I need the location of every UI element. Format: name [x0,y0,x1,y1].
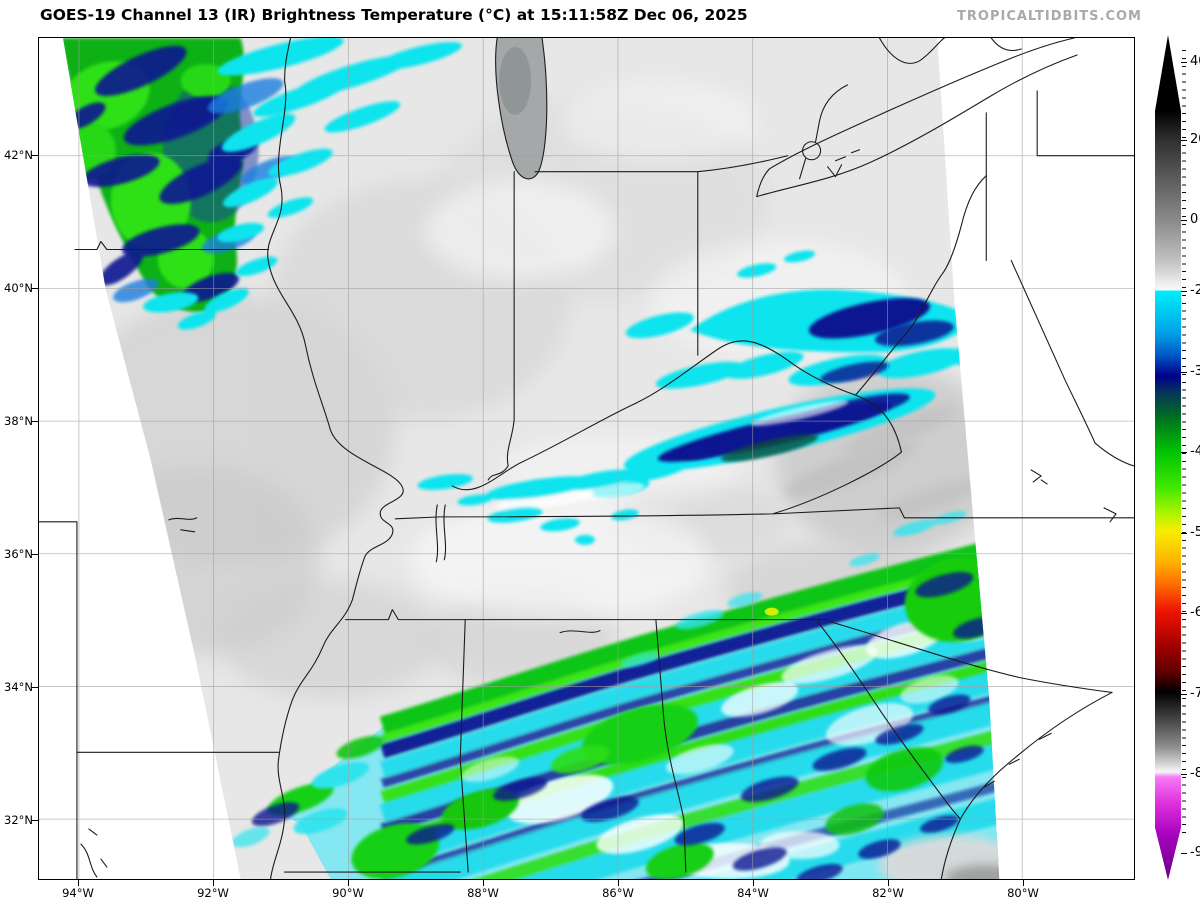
border-detroit-river [799,84,861,180]
lake-tennessee-river [559,630,601,634]
lon-label: 86°W [602,886,634,900]
graticule [39,38,1134,879]
colorbar-tick [1181,774,1187,775]
lon-label: 92°W [197,886,229,900]
colorbar-label: 40 [1190,54,1200,69]
lon-tick [78,880,79,886]
colorbar-tick [1181,853,1187,854]
lat-label: 40°N [4,281,33,295]
colorbar-label: -50 [1190,525,1200,540]
lat-label: 36°N [4,547,33,561]
colorbar-tick [1181,694,1187,695]
lat-tick [31,820,38,821]
colorbar-tick [1181,613,1187,614]
lon-label: 88°W [467,886,499,900]
border-ohio-river [451,340,902,491]
lon-label: 80°W [1007,886,1039,900]
colorbar-minor-ticks [1182,50,1186,840]
lon-tick [483,880,484,886]
lon-tick [213,880,214,886]
coast-carolina-georgia [940,691,1113,879]
colorbar-tick [1181,372,1187,373]
lakes-virginia-carolina [1030,469,1117,523]
watermark: TROPICALTIDBITS.COM [957,9,1142,24]
lake-kentucky-barkley [435,504,447,563]
lon-tick [1023,880,1024,886]
lat-label: 38°N [4,414,33,428]
lat-label: 32°N [4,813,33,827]
colorbar-label: -20 [1190,283,1200,298]
colorbar-tick [1181,533,1187,534]
lat-tick [31,687,38,688]
colorbar-tick [1181,452,1187,453]
lon-label: 94°W [62,886,94,900]
border-wv-virginia [1010,259,1134,467]
lat-label: 34°N [4,680,33,694]
colorbar-label: -70 [1190,686,1200,701]
border-mississippi-river [267,38,404,879]
border-arkansas-louisiana [39,521,461,879]
colorbar-label: 20 [1190,132,1200,147]
colorbar-tick [1181,140,1187,141]
satellite-map-svg [39,38,1134,879]
border-michigan-line [534,155,789,173]
lon-tick [618,880,619,886]
border-35n-and-nc-sc [344,609,1113,693]
lat-label: 42°N [4,148,33,162]
colorbar-tick [1181,291,1187,292]
border-iowa-missouri [74,240,270,251]
border-lake-erie [756,38,1078,198]
lat-tick [31,554,38,555]
lat-tick [31,288,38,289]
lat-tick [31,155,38,156]
border-kentucky-tennessee-virginia [394,451,1134,520]
colorbar-label: 0 [1190,212,1199,227]
lon-label: 90°W [332,886,364,900]
border-ohio-wv-river [854,175,987,396]
colorbar-label: -40 [1190,444,1200,459]
colorbar-tick [1181,62,1187,63]
page-title: GOES-19 Channel 13 (IR) Brightness Tempe… [40,6,748,24]
lake-ozarks [168,517,198,533]
border-lake-huron-lines [878,38,1022,64]
colorbar-label: -80 [1190,766,1200,781]
colorbar-label: -30 [1190,364,1200,379]
lon-tick [348,880,349,886]
colorbar-label: -90 [1190,845,1200,860]
border-savannah-river [817,621,961,820]
coast-inlets [983,732,1052,788]
state-borders [39,38,1134,879]
lon-label: 82°W [872,886,904,900]
lon-tick [753,880,754,886]
cloud-field [62,38,1000,879]
lon-tick [888,880,889,886]
border-pennsylvania-newyork [985,90,1134,262]
border-illinois-indiana [487,171,515,481]
lat-tick [31,421,38,422]
colorbar-tick [1181,220,1187,221]
border-alabama-georgia [655,619,687,873]
border-lake-michigan-shore [495,38,548,180]
lon-label: 84°W [737,886,769,900]
colorbar-label: -60 [1190,605,1200,620]
map-canvas [38,37,1135,880]
border-mississippi-alabama [459,619,469,873]
border-lake-st-clair [802,141,822,161]
colorbar [1155,35,1181,880]
border-louisiana-rivers [80,828,108,878]
